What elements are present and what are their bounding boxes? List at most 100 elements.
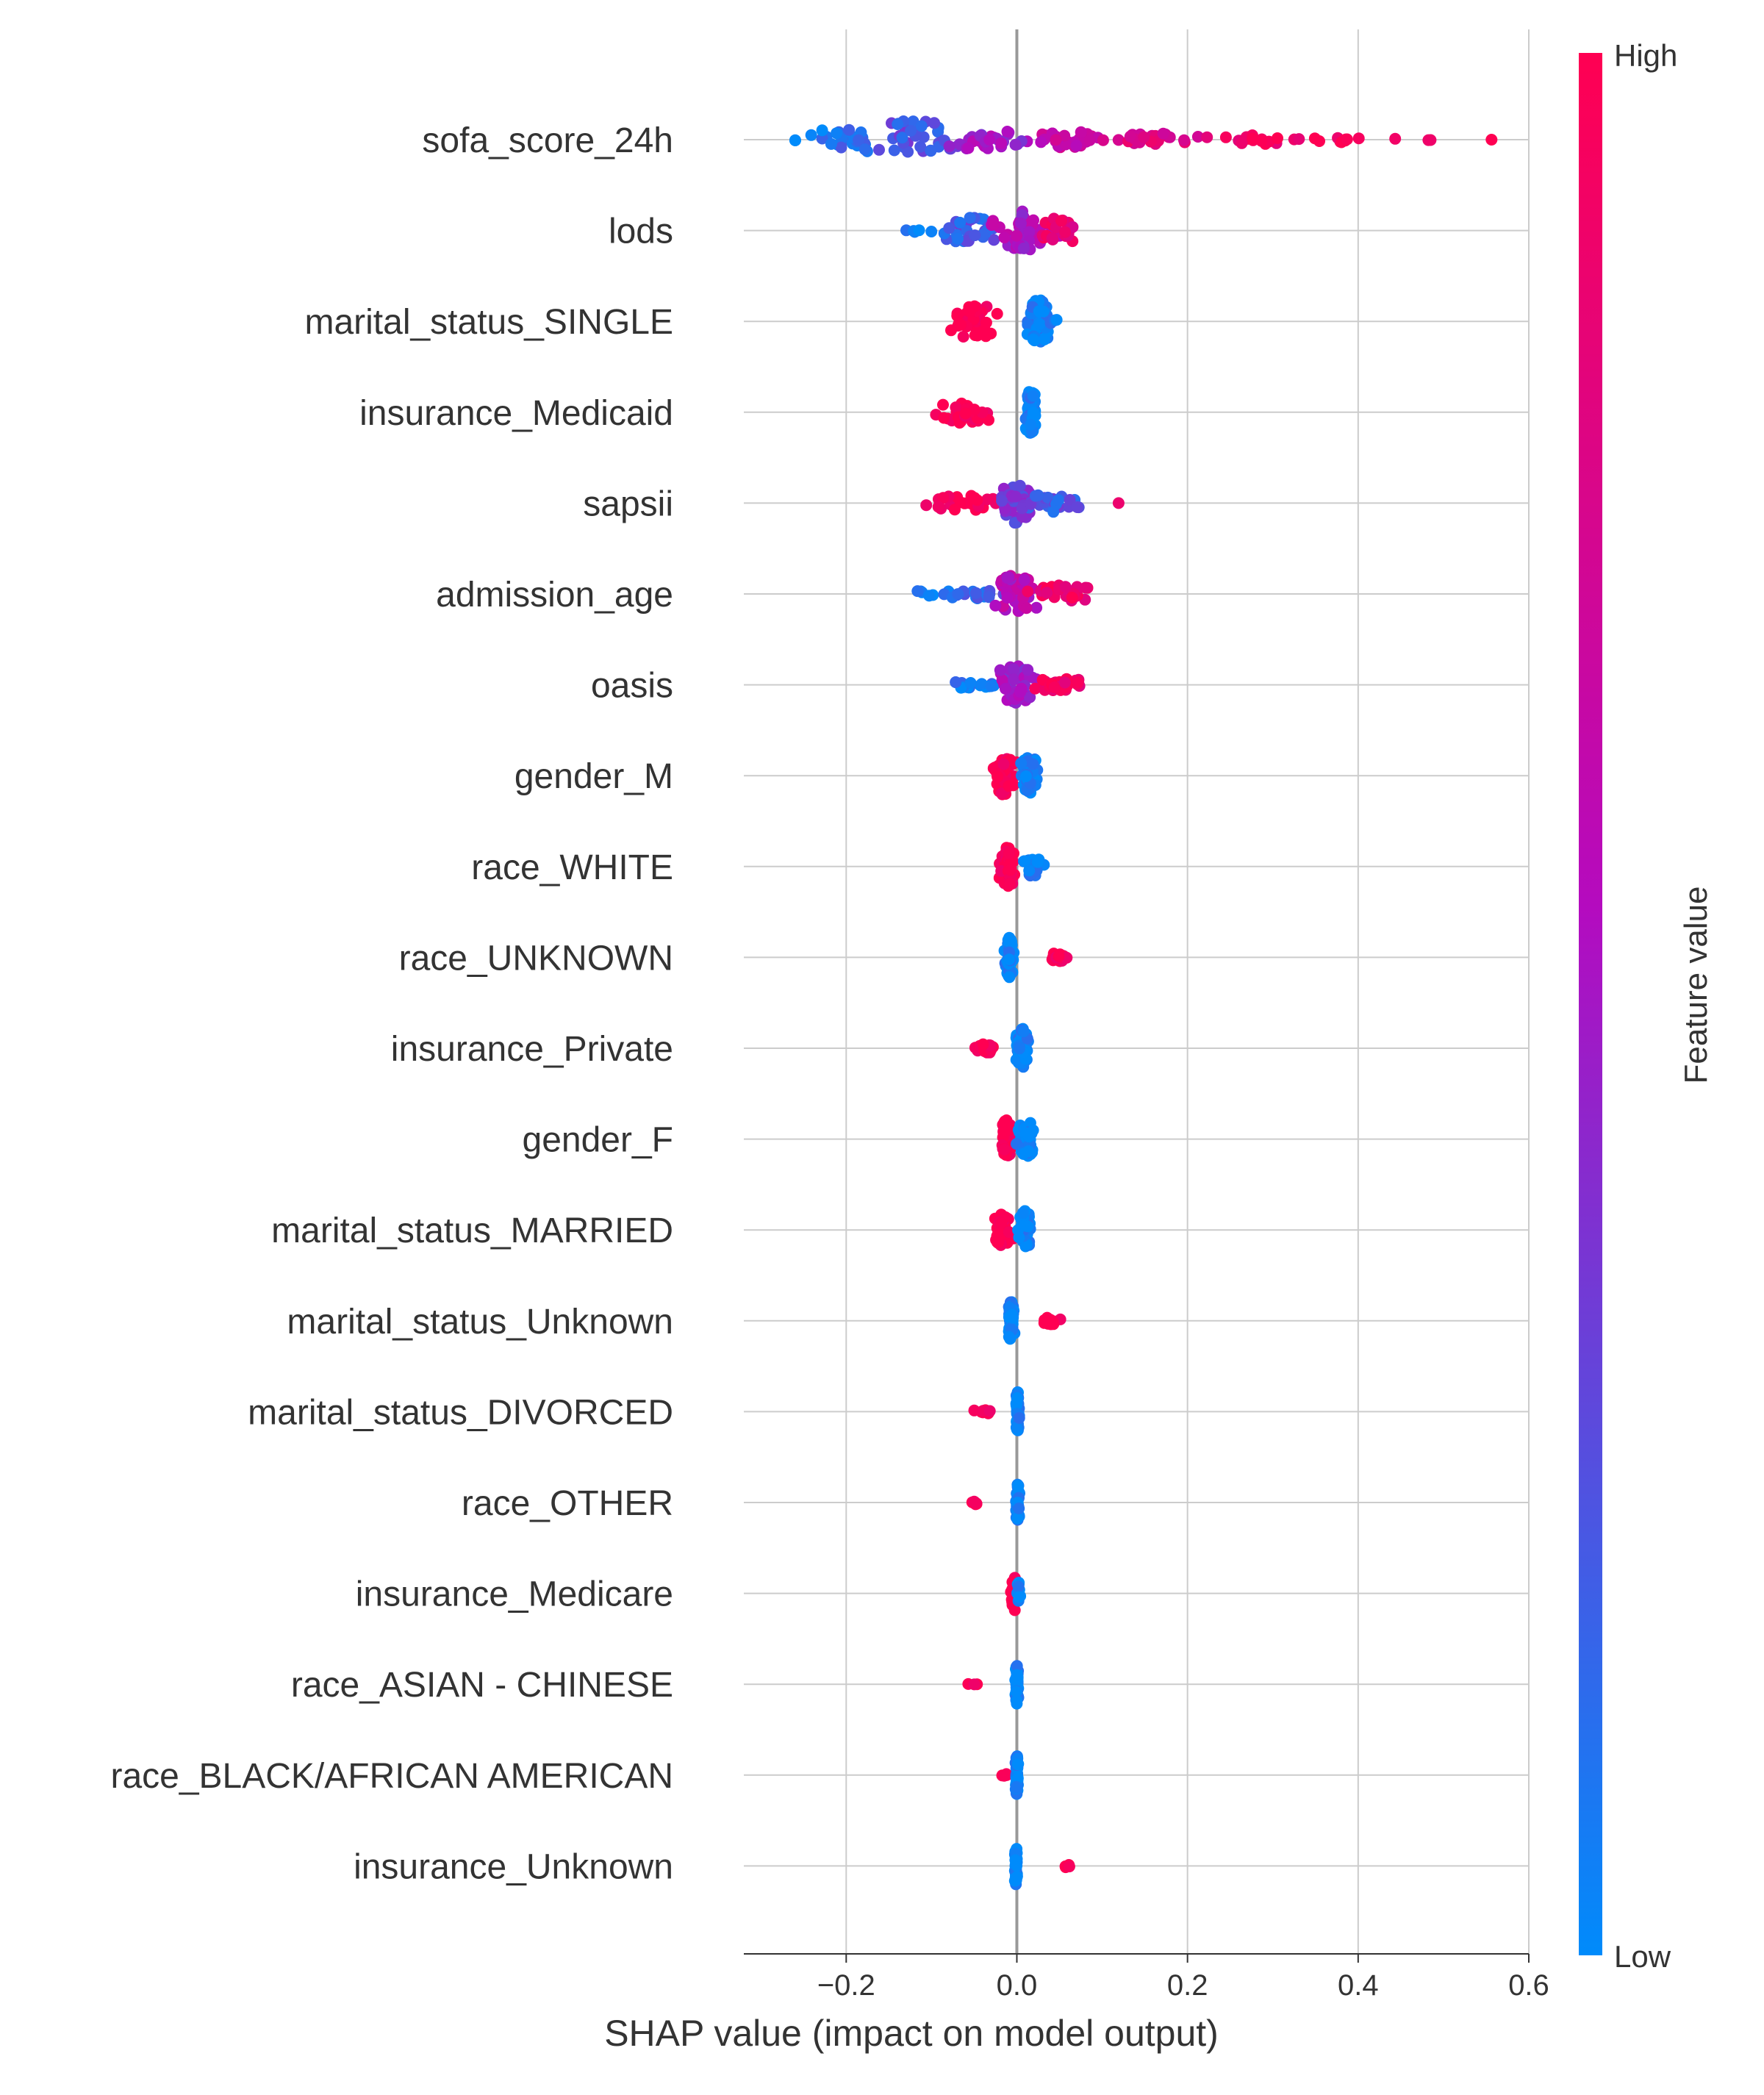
feature-label: gender_M: [514, 757, 673, 796]
dot: [950, 401, 962, 414]
dot: [1001, 572, 1014, 584]
dot: [1219, 131, 1232, 143]
dot: [915, 120, 928, 132]
dot: [995, 787, 1008, 800]
dot: [1013, 1412, 1025, 1424]
dot: [983, 591, 995, 604]
feature-dots-6: [950, 660, 1086, 709]
dot: [1063, 1861, 1075, 1873]
dot: [983, 134, 996, 146]
dot: [988, 234, 1000, 246]
feature-label: insurance_Private: [391, 1030, 673, 1069]
dot: [998, 1143, 1011, 1156]
dot: [998, 232, 1011, 244]
dot: [1009, 138, 1022, 151]
dot: [980, 316, 992, 329]
dot: [1012, 1480, 1025, 1492]
dot: [962, 142, 975, 154]
dot: [1071, 501, 1083, 513]
dot: [1072, 676, 1084, 689]
dot: [1058, 676, 1071, 689]
dot: [853, 134, 865, 146]
dot: [1272, 132, 1283, 144]
dot: [1004, 864, 1017, 876]
dot: [957, 331, 969, 343]
dot: [955, 318, 967, 331]
dot: [1011, 229, 1023, 242]
dot: [1422, 134, 1435, 146]
feature-label: sapsii: [583, 484, 673, 523]
dot: [1017, 1207, 1029, 1220]
dot: [1124, 130, 1136, 143]
feature-dots-3: [930, 386, 1041, 439]
dot: [938, 412, 950, 424]
x-tick-label-0: −0.2: [817, 1969, 875, 2002]
feature-label: sofa_score_24h: [422, 121, 673, 160]
dot: [1004, 1124, 1017, 1136]
dot: [1022, 1220, 1034, 1233]
dot: [789, 135, 801, 146]
dot: [952, 588, 964, 601]
dot: [954, 496, 967, 509]
dot: [1013, 1042, 1025, 1055]
feature-dots-18: [996, 1750, 1025, 1800]
dot: [995, 137, 1008, 149]
x-axis-label: SHAP value (impact on model output): [604, 2013, 1219, 2054]
feature-dots-5: [911, 570, 1094, 617]
dot: [896, 132, 908, 144]
dot: [1053, 494, 1064, 506]
x-ticks: −0.2 0.0 0.2 0.4 0.6: [817, 1954, 1549, 2002]
dot: [1047, 506, 1060, 518]
dot: [981, 493, 994, 506]
dot: [1011, 1512, 1024, 1525]
dot: [1046, 232, 1058, 245]
dot: [1010, 1780, 1022, 1793]
dot: [1055, 215, 1067, 227]
dot: [1012, 1580, 1025, 1593]
dot: [1010, 1686, 1022, 1698]
dot: [1053, 950, 1065, 962]
feature-label: lods: [609, 212, 673, 251]
feature-dots-1: [900, 205, 1079, 256]
dot: [968, 404, 980, 416]
dot: [1014, 217, 1027, 229]
dot: [1485, 134, 1498, 146]
dot: [983, 1405, 996, 1417]
colorbar-title: Feature value: [1678, 886, 1714, 1084]
feature-label: marital_status_MARRIED: [271, 1211, 673, 1250]
dot: [1341, 133, 1353, 146]
dot: [1011, 1871, 1023, 1883]
dot: [1011, 1694, 1023, 1707]
dot: [1009, 490, 1022, 503]
dot: [1001, 126, 1014, 137]
dot: [968, 1404, 980, 1417]
feature-dots-8: [993, 842, 1050, 892]
dot: [1011, 1669, 1023, 1681]
feature-dots-4: [920, 479, 1125, 529]
dot: [1029, 682, 1041, 695]
dot: [996, 495, 1008, 507]
dot: [1013, 1503, 1025, 1514]
dot: [913, 224, 925, 237]
feature-label: insurance_Unknown: [354, 1847, 673, 1886]
dot: [816, 124, 828, 137]
dot: [985, 680, 997, 692]
feature-dots-13: [1003, 1296, 1066, 1345]
dot: [1201, 131, 1213, 143]
dot: [928, 117, 941, 129]
dot: [1023, 864, 1036, 877]
feature-dots-15: [966, 1478, 1025, 1526]
dot: [1024, 691, 1036, 703]
feature-dots-16: [1005, 1572, 1027, 1616]
dot: [892, 118, 904, 130]
dot: [1019, 770, 1032, 782]
dot: [825, 137, 837, 150]
feature-label: gender_F: [523, 1121, 673, 1160]
feature-label: race_BLACK/AFRICAN AMERICAN: [110, 1757, 673, 1796]
dot: [977, 1038, 989, 1050]
dot: [978, 326, 990, 338]
dot: [1003, 878, 1016, 890]
dot: [1027, 406, 1039, 418]
dot: [1013, 1231, 1025, 1244]
dot: [1009, 1854, 1022, 1866]
